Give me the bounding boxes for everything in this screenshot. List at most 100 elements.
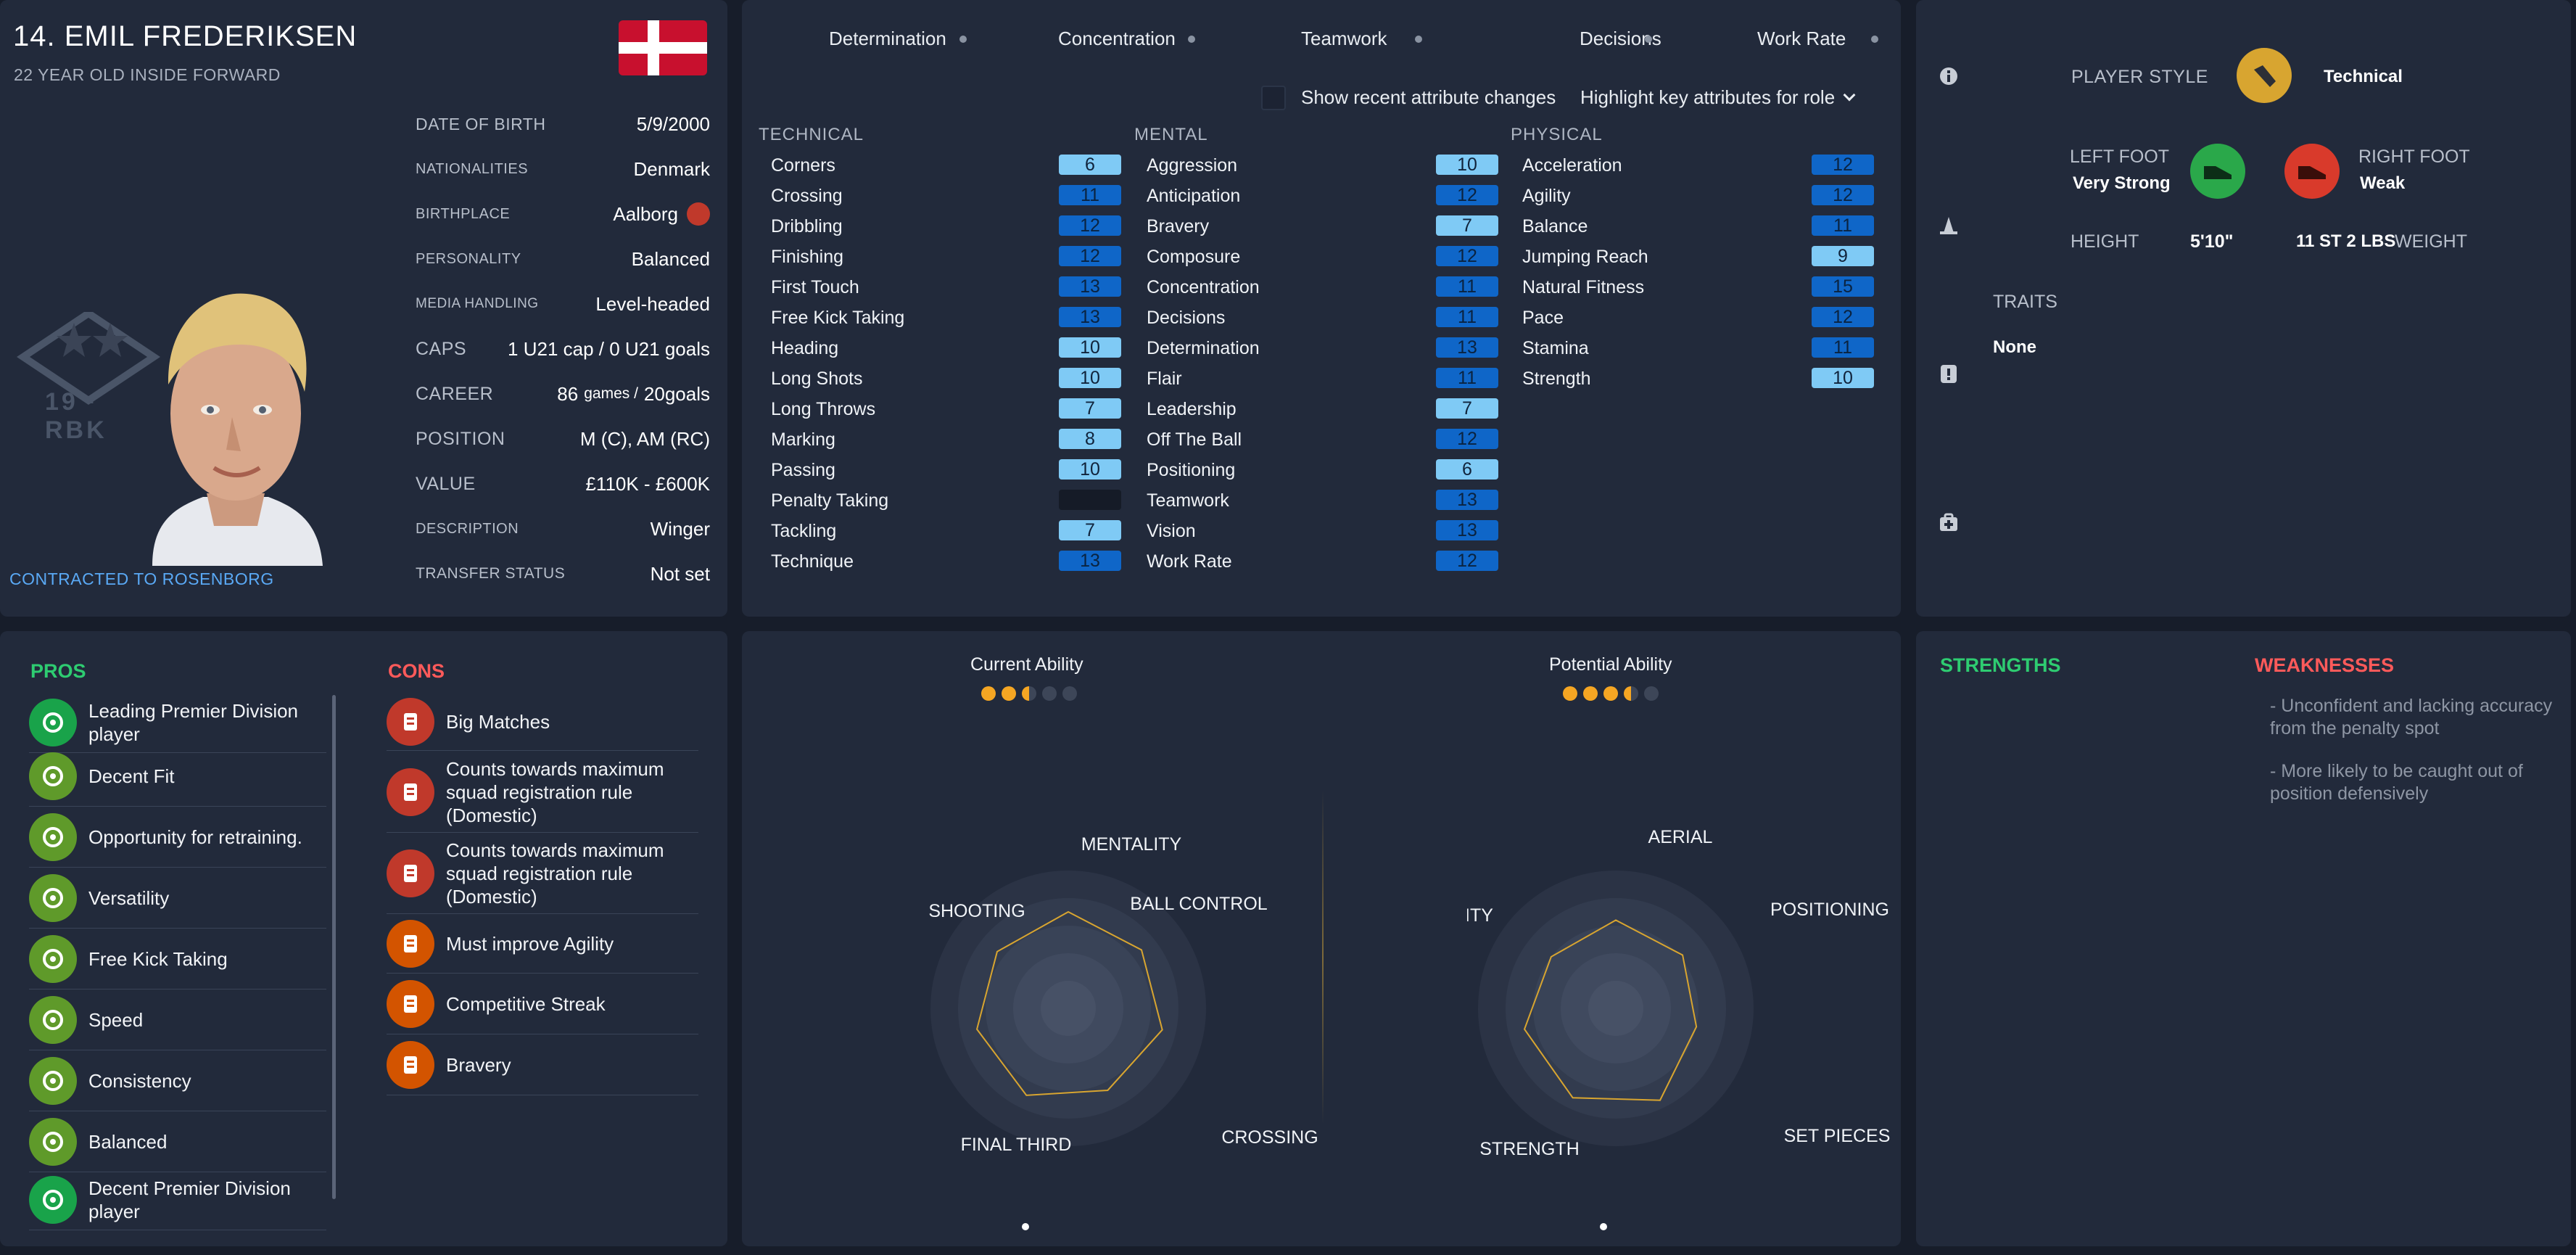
attribute-name[interactable]: Technique <box>771 551 854 572</box>
left-boot-icon <box>2190 144 2245 199</box>
attribute-value: 13 <box>1059 307 1121 327</box>
pro-item[interactable]: Speed <box>29 989 326 1050</box>
info-value: Balanced <box>631 247 710 270</box>
attribute-name[interactable]: Tackling <box>771 521 837 541</box>
attribute-name[interactable]: First Touch <box>771 277 859 297</box>
con-text: Big Matches <box>446 710 550 733</box>
pro-text: Decent Premier Division player <box>88 1177 291 1222</box>
radar-label: BALL CONTROL <box>1130 894 1268 914</box>
attribute-value: 13 <box>1436 490 1498 510</box>
player-style-value: Technical <box>2324 67 2403 86</box>
con-item[interactable]: Big Matches <box>387 693 698 751</box>
attribute-name[interactable]: Vision <box>1147 521 1196 541</box>
tab-dot-icon <box>1645 36 1652 43</box>
con-item[interactable]: Bravery <box>387 1034 698 1095</box>
attribute-name[interactable]: Balance <box>1522 216 1588 236</box>
club-badge: 19 · RBK <box>16 308 161 444</box>
birthplace-link[interactable]: Aalborg <box>613 202 678 225</box>
info-value: Winger <box>650 517 710 540</box>
info-row-media: MEDIA HANDLING Level-headed <box>416 289 710 319</box>
attribute-name[interactable]: Aggression <box>1147 155 1238 176</box>
con-item[interactable]: Competitive Streak <box>387 974 698 1034</box>
info-row-personality: PERSONALITY Balanced <box>416 244 710 274</box>
attribute-name[interactable]: Decisions <box>1147 308 1226 328</box>
attribute-name[interactable]: Positioning <box>1147 460 1236 480</box>
attribute-value: 12 <box>1059 246 1121 266</box>
pro-item[interactable]: Balanced <box>29 1111 326 1172</box>
attribute-name[interactable]: Long Throws <box>771 399 876 419</box>
info-row-birthplace: BIRTHPLACE Aalborg <box>416 199 710 229</box>
attribute-name[interactable]: Heading <box>771 338 839 358</box>
attribute-name[interactable]: Strength <box>1522 369 1591 389</box>
page-indicator-left[interactable] <box>1022 1223 1029 1230</box>
con-text: Counts towards maximum squad registratio… <box>446 757 664 826</box>
pro-item[interactable]: Leading Premier Division player <box>29 692 326 753</box>
attribute-name[interactable]: Passing <box>771 460 835 480</box>
attribute-name[interactable]: Dribbling <box>771 216 843 236</box>
attribute-name[interactable]: Agility <box>1522 186 1571 206</box>
alert-card-icon[interactable] <box>1938 363 1960 384</box>
pro-item[interactable]: Opportunity for retraining. <box>29 807 326 868</box>
player-style-label: PLAYER STYLE <box>2071 67 2208 87</box>
con-item[interactable]: Counts towards maximum squad registratio… <box>387 752 698 833</box>
info-icon[interactable] <box>1938 65 1960 87</box>
attribute-name[interactable]: Pace <box>1522 308 1564 328</box>
attribute-name[interactable]: Long Shots <box>771 369 863 389</box>
pro-item[interactable]: Free Kick Taking <box>29 929 326 989</box>
info-label: DESCRIPTION <box>416 520 519 537</box>
attribute-name[interactable]: Work Rate <box>1147 551 1232 572</box>
attribute-name[interactable]: Crossing <box>771 186 843 206</box>
page-indicator-right[interactable] <box>1600 1223 1607 1230</box>
height-label: HEIGHT <box>2071 231 2139 252</box>
attribute-name[interactable]: Jumping Reach <box>1522 247 1648 267</box>
attribute-name[interactable]: Free Kick Taking <box>771 308 905 328</box>
potential-ability-label: Potential Ability <box>1549 654 1672 675</box>
attribute-name[interactable]: Teamwork <box>1147 490 1229 511</box>
player-portrait <box>123 276 348 566</box>
attribute-name[interactable]: Leadership <box>1147 399 1237 419</box>
con-item[interactable]: Counts towards maximum squad registratio… <box>387 833 698 914</box>
key-attribute-tab[interactable]: Teamwork <box>1301 28 1387 49</box>
cone-icon[interactable] <box>1938 214 1960 236</box>
attribute-name[interactable]: Bravery <box>1147 216 1210 236</box>
con-item[interactable]: Must improve Agility <box>387 914 698 974</box>
attribute-name[interactable]: Flair <box>1147 369 1182 389</box>
attribute-value: 8 <box>1059 429 1121 449</box>
highlight-role-dropdown[interactable]: Highlight key attributes for role <box>1580 85 1856 110</box>
ability-star-icon <box>1062 686 1077 701</box>
attribute-name[interactable]: Anticipation <box>1147 186 1241 206</box>
info-value: M (C), AM (RC) <box>579 427 710 450</box>
radar-label: SET PIECES <box>1784 1126 1891 1146</box>
pro-item[interactable]: Versatility <box>29 868 326 929</box>
attribute-name[interactable]: Stamina <box>1522 338 1589 358</box>
key-attribute-tab[interactable]: Work Rate <box>1757 28 1846 49</box>
contract-label[interactable]: CONTRACTED TO ROSENBORG <box>9 569 274 588</box>
attribute-name[interactable]: Natural Fitness <box>1522 277 1645 297</box>
potential-ability-stars <box>1563 686 1664 704</box>
attribute-name[interactable]: Finishing <box>771 247 844 267</box>
attribute-name[interactable]: Acceleration <box>1522 155 1622 176</box>
info-row-transfer: TRANSFER STATUS Not set <box>416 559 710 589</box>
attribute-name[interactable]: Penalty Taking <box>771 490 889 511</box>
pro-item[interactable]: Consistency <box>29 1050 326 1111</box>
pros-scrollbar[interactable] <box>332 695 336 1199</box>
free-kick-icon <box>29 934 77 983</box>
attribute-value: 11 <box>1436 368 1498 388</box>
attribute-name[interactable]: Composure <box>1147 247 1241 267</box>
big-match-icon <box>387 697 434 746</box>
attribute-name[interactable]: Off The Ball <box>1147 429 1242 450</box>
attribute-name[interactable]: Corners <box>771 155 835 176</box>
attribute-name[interactable]: Determination <box>1147 338 1260 358</box>
pro-item[interactable]: Decent Fit <box>29 746 326 807</box>
career-games: 86 <box>557 382 579 405</box>
medical-kit-icon[interactable] <box>1938 511 1960 533</box>
key-attribute-tab[interactable]: Concentration <box>1058 28 1176 49</box>
key-attribute-tab[interactable]: Determination <box>829 28 946 49</box>
chevron-down-icon <box>1843 89 1856 102</box>
left-foot-label: LEFT FOOT <box>2070 147 2170 167</box>
attribute-name[interactable]: Concentration <box>1147 277 1260 297</box>
show-changes-label[interactable]: Show recent attribute changes <box>1301 86 1556 108</box>
show-changes-checkbox[interactable] <box>1261 86 1286 110</box>
pro-item[interactable]: Decent Premier Division player <box>29 1169 326 1230</box>
attribute-name[interactable]: Marking <box>771 429 835 450</box>
